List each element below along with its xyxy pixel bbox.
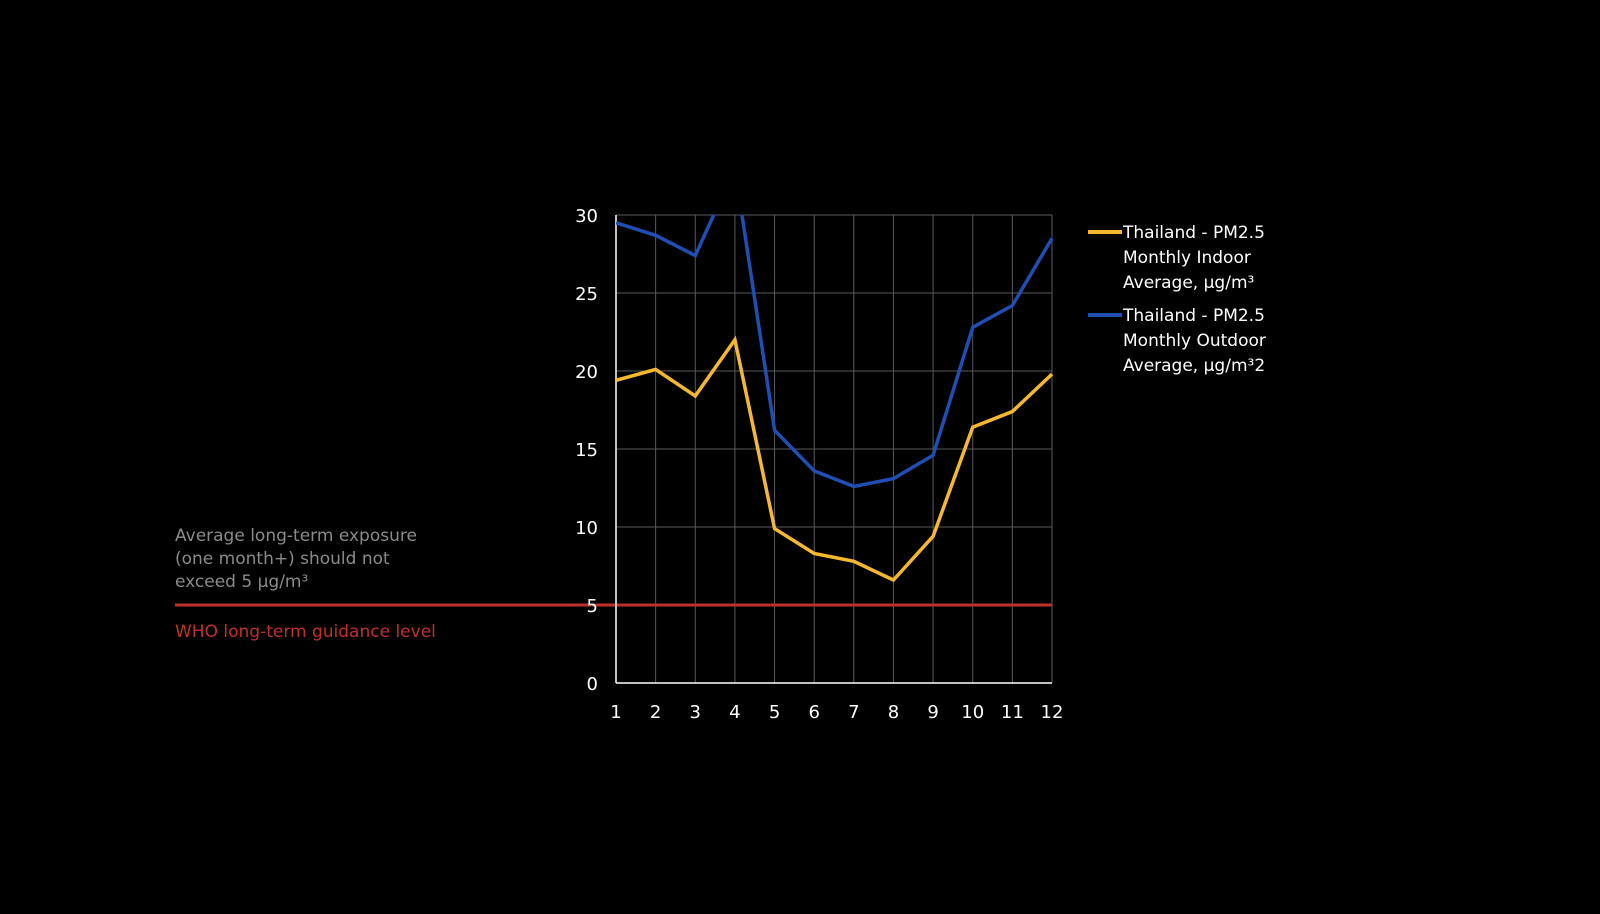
grid	[616, 214, 1053, 683]
y-tick-label: 30	[575, 206, 598, 227]
legend-label: Thailand - PM2.5	[1122, 306, 1265, 326]
y-tick-label: 5	[587, 596, 598, 617]
x-tick-label: 12	[1041, 702, 1064, 723]
x-tick-label: 1	[610, 702, 621, 723]
y-tick-label: 25	[575, 284, 598, 305]
legend-label: Average, µg/m³	[1123, 273, 1254, 293]
series-group	[616, 215, 1054, 583]
x-tick-label: 8	[888, 702, 899, 723]
axes	[615, 215, 1052, 684]
exposure-note-line: Average long-term exposure	[175, 526, 417, 546]
legend-label: Monthly Outdoor	[1123, 331, 1266, 351]
x-tick-label: 3	[690, 702, 701, 723]
y-tick-label: 15	[575, 440, 598, 461]
series-line-outdoor	[616, 215, 1054, 489]
x-tick-label: 11	[1001, 702, 1024, 723]
legend-label: Average, µg/m³2	[1123, 356, 1265, 376]
x-tick-label: 5	[769, 702, 780, 723]
annotation-group: Average long-term exposure (one month+) s…	[175, 526, 436, 642]
legend-label: Thailand - PM2.5	[1122, 223, 1265, 243]
x-tick-label: 4	[729, 702, 740, 723]
legend-label: Monthly Indoor	[1123, 248, 1251, 268]
y-tick-label: 20	[575, 362, 598, 383]
x-tick-label: 7	[848, 702, 859, 723]
y-tick-label: 0	[587, 674, 598, 695]
series-line-indoor	[616, 335, 1054, 583]
exposure-note-line: (one month+) should not	[175, 549, 390, 569]
x-tick-label: 2	[650, 702, 661, 723]
exposure-note-line: exceed 5 µg/m³	[175, 572, 308, 592]
x-tick-label: 9	[927, 702, 938, 723]
legend: Thailand - PM2.5 Monthly Indoor Average, µ…	[1088, 223, 1266, 376]
y-tick-label: 10	[575, 518, 598, 539]
who-guidance-label: WHO long-term guidance level	[175, 622, 436, 642]
x-tick-label: 6	[808, 702, 819, 723]
x-tick-label: 10	[961, 702, 984, 723]
